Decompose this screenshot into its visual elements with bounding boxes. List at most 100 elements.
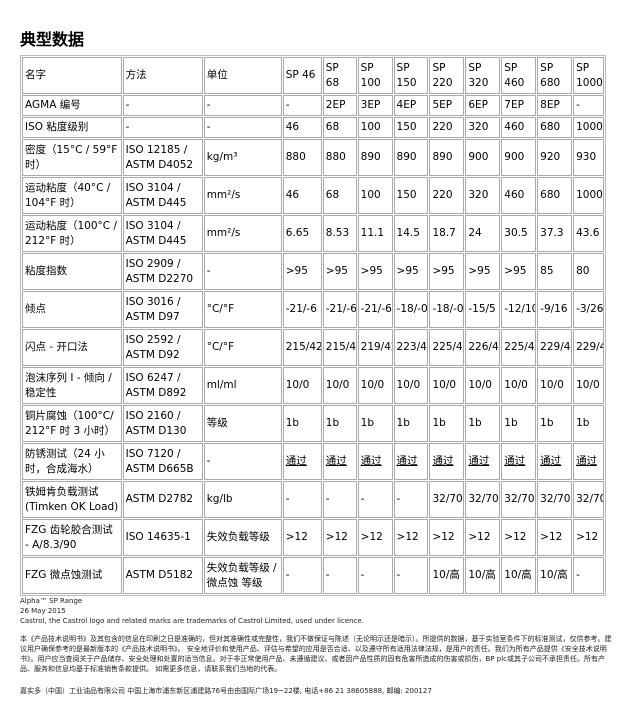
property-name: AGMA 编号 — [22, 95, 122, 116]
value-cell: >12 — [357, 519, 393, 556]
unit: 失效负载等级 / 微点蚀 等级 — [203, 557, 282, 594]
property-name: FZG 微点蚀测试 — [22, 557, 122, 594]
test-method: ISO 3104 / ASTM D445 — [122, 215, 203, 252]
trademark-note: Castrol, the Castrol logo and related ma… — [20, 617, 364, 625]
value-cell: >12 — [573, 519, 604, 556]
value-cell: >95 — [429, 253, 465, 290]
value-cell: 通过 — [357, 443, 393, 480]
table-row: 粘度指数 ISO 2909 / ASTM D2270- >95 >95 >95 >95 >9… — [22, 253, 604, 290]
value-cell: >95 — [393, 253, 429, 290]
unit: - — [203, 253, 282, 290]
column-header: SP 320 — [465, 57, 501, 94]
property-name: 运动粘度（40°C / 104°F 时） — [22, 177, 122, 214]
column-header: SP 1000 — [573, 57, 604, 94]
value-cell: 80 — [573, 253, 604, 290]
value-cell: 通过 — [573, 443, 604, 480]
property-name: 泡沫序列 I - 倾向 / 稳定性 — [22, 367, 122, 404]
column-header: SP 460 — [501, 57, 537, 94]
table-row: AGMA 编号 - - -2EP 3EP 4EP 5EP 6EP 7EP 8EP - — [22, 95, 604, 116]
test-method: ISO 6247 / ASTM D892 — [122, 367, 203, 404]
column-header: 方法 — [122, 57, 203, 94]
column-header: SP 150 — [393, 57, 429, 94]
value-cell: -21/-6 — [322, 291, 357, 328]
value-cell: 32/70 — [501, 481, 537, 518]
value-cell: 8.53 — [322, 215, 357, 252]
value-cell: 1b — [393, 405, 429, 442]
value-cell: 24 — [465, 215, 501, 252]
value-cell: 890 — [357, 139, 393, 176]
test-method: - — [122, 95, 203, 116]
property-name: 防锈测试（24 小时，合成海水） — [22, 443, 122, 480]
value-cell: 1000 — [573, 117, 604, 138]
value-cell: 225/438 — [429, 329, 465, 366]
value-cell: 32/70 — [573, 481, 604, 518]
unit: °C/°F — [203, 291, 282, 328]
value-cell: - — [393, 481, 429, 518]
value-cell: -15/5 — [465, 291, 501, 328]
test-method: ASTM D5182 — [122, 557, 203, 594]
value-cell: 320 — [465, 117, 501, 138]
value-cell: 10/0 — [537, 367, 573, 404]
value-cell: 68 — [322, 177, 357, 214]
property-name: FZG 齿轮胶合测试 - A/8.3/90 — [22, 519, 122, 556]
value-cell: 37.3 — [537, 215, 573, 252]
value-cell: 880 — [322, 139, 357, 176]
value-cell: 680 — [537, 177, 573, 214]
value-cell: 32/70 — [465, 481, 501, 518]
value-cell: 通过 — [501, 443, 537, 480]
unit: - — [203, 95, 282, 116]
value-cell: 460 — [501, 117, 537, 138]
value-cell: -21/-6 — [282, 291, 322, 328]
value-cell: 85 — [537, 253, 573, 290]
value-cell: 10/0 — [282, 367, 322, 404]
value-cell: 890 — [429, 139, 465, 176]
value-cell: >12 — [537, 519, 573, 556]
table-row: ISO 粘度级别 - -46 68 100 150 220 320 460 680 1000 — [22, 117, 604, 138]
value-cell: 223/435 — [393, 329, 429, 366]
value-cell: 100 — [357, 177, 393, 214]
page-title: 典型数据 — [20, 30, 85, 49]
table-row: 铜片腐蚀（100°C/ 212°F 时 3 小时） ISO 2160 / ASTM… — [22, 405, 604, 442]
value-cell: 229/445 — [537, 329, 573, 366]
value-cell: >12 — [429, 519, 465, 556]
test-method: ISO 14635-1 — [122, 519, 203, 556]
value-cell: >12 — [282, 519, 322, 556]
value-cell: 通过 — [537, 443, 573, 480]
value-cell: 通过 — [429, 443, 465, 480]
value-cell: 2EP — [322, 95, 357, 116]
value-cell: 150 — [393, 177, 429, 214]
value-cell: 1000 — [573, 177, 604, 214]
unit: - — [203, 117, 282, 138]
value-cell: 219/427 — [357, 329, 393, 366]
value-cell: 10/0 — [357, 367, 393, 404]
value-cell: - — [573, 95, 604, 116]
column-header: 单位 — [203, 57, 282, 94]
table-row: 铁姆肯负载测试 (Timken OK Load) ASTM D2782 kg/lb -… — [22, 481, 604, 518]
value-cell: 8EP — [537, 95, 573, 116]
product-name: Alpha™ SP Range — [20, 597, 83, 605]
test-method: - — [122, 117, 203, 138]
value-cell: 46 — [282, 177, 322, 214]
value-cell: 225/438 — [501, 329, 537, 366]
unit: mm²/s — [203, 215, 282, 252]
column-header: SP 46 — [282, 57, 322, 94]
value-cell: >95 — [357, 253, 393, 290]
value-cell: 215/420 — [322, 329, 357, 366]
value-cell: 10/0 — [465, 367, 501, 404]
property-name: 运动粘度（100°C / 212°F 时） — [22, 215, 122, 252]
value-cell: 150 — [393, 117, 429, 138]
value-cell: 215/420 — [282, 329, 322, 366]
footer-meta: Alpha™ SP Range 26 May 2015 Castrol, the… — [20, 596, 620, 626]
column-header: SP 220 — [429, 57, 465, 94]
value-cell: - — [322, 557, 357, 594]
value-cell: 10/高 — [537, 557, 573, 594]
value-cell: >12 — [322, 519, 357, 556]
value-cell: -18/-0.4 — [393, 291, 429, 328]
value-cell: 900 — [501, 139, 537, 176]
test-method: ISO 3016 / ASTM D97 — [122, 291, 203, 328]
value-cell: - — [573, 557, 604, 594]
table-row: 泡沫序列 I - 倾向 / 稳定性 ISO 6247 / ASTM D892 ml/… — [22, 367, 604, 404]
test-method: ISO 2592 / ASTM D92 — [122, 329, 203, 366]
value-cell: 1b — [501, 405, 537, 442]
